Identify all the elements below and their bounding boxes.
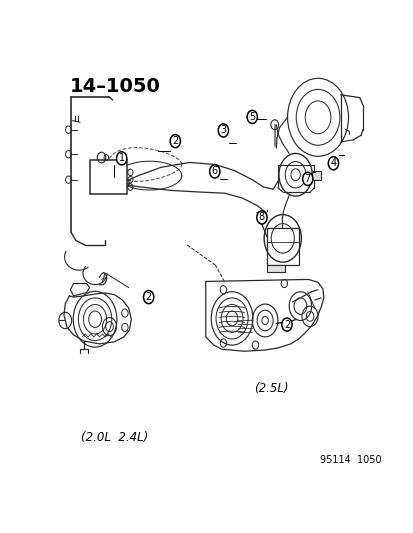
- Circle shape: [247, 110, 257, 124]
- Text: 1: 1: [119, 154, 124, 163]
- Circle shape: [209, 165, 219, 178]
- Circle shape: [302, 172, 312, 185]
- Circle shape: [281, 318, 291, 331]
- Circle shape: [170, 134, 180, 148]
- Text: 4: 4: [330, 158, 336, 168]
- Text: 2: 2: [283, 320, 290, 329]
- Text: (2.5L): (2.5L): [254, 382, 288, 395]
- Text: 6: 6: [211, 166, 217, 176]
- Bar: [311, 172, 320, 180]
- Circle shape: [256, 211, 266, 224]
- Text: (2.0L  2.4L): (2.0L 2.4L): [81, 431, 147, 445]
- Text: 5: 5: [249, 112, 255, 122]
- Bar: [89, 159, 126, 195]
- Circle shape: [116, 152, 126, 165]
- Circle shape: [328, 157, 338, 170]
- Text: 95114  1050: 95114 1050: [319, 455, 380, 465]
- Text: 3: 3: [220, 125, 226, 135]
- Bar: [266, 228, 298, 265]
- Circle shape: [143, 290, 153, 304]
- Bar: [267, 265, 285, 272]
- Text: 2: 2: [172, 136, 178, 146]
- Text: 8: 8: [258, 213, 264, 222]
- Text: 2: 2: [145, 292, 152, 302]
- Text: 14–1050: 14–1050: [69, 77, 160, 96]
- Circle shape: [218, 124, 228, 137]
- Text: 7: 7: [304, 174, 310, 184]
